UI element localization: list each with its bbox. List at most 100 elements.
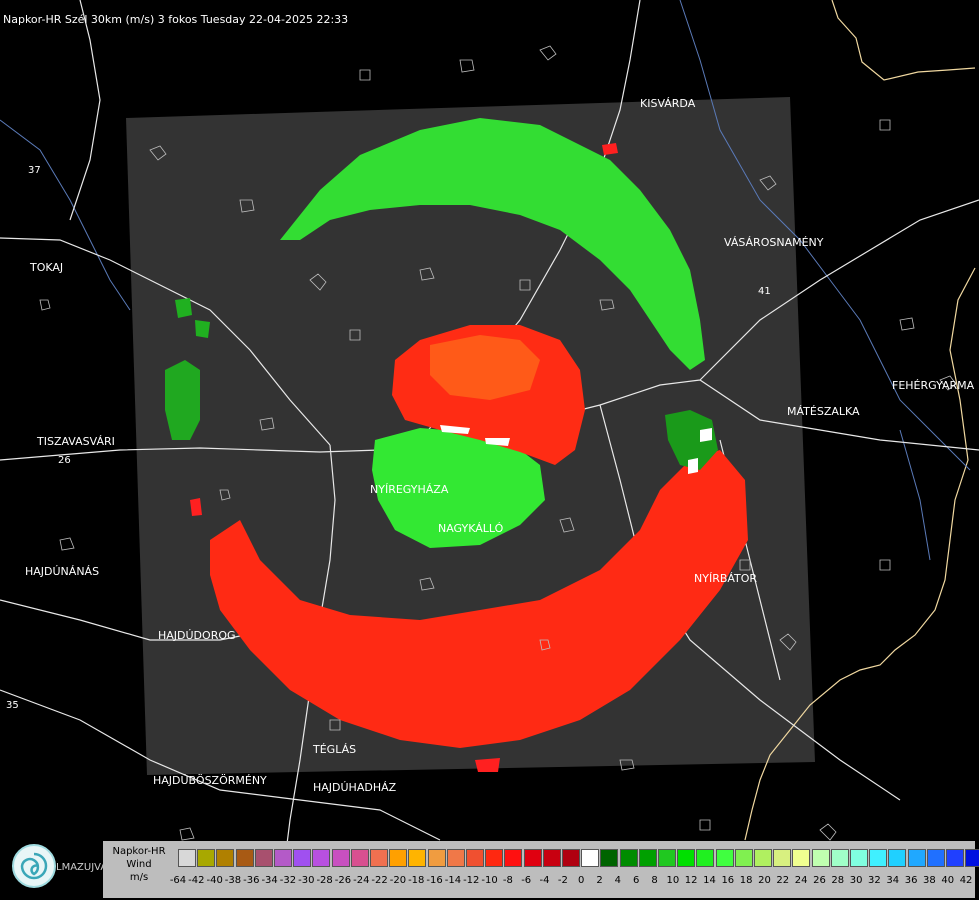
legend-swatch xyxy=(466,849,484,867)
place-label-tokaj: TOKAJ xyxy=(30,261,64,274)
country-border xyxy=(744,0,976,841)
legend-swatch xyxy=(293,849,312,867)
legend-tick-label: -16 xyxy=(426,875,443,886)
legend-swatch xyxy=(274,849,292,867)
legend-swatch xyxy=(658,849,676,867)
legend-title: Napkor-HR xyxy=(112,846,166,857)
legend-swatch xyxy=(715,849,734,867)
radar-echo-green-core xyxy=(372,428,545,548)
legend-tick-label: 14 xyxy=(703,875,716,886)
radar-echo-green-arc xyxy=(280,118,705,370)
radar-echo-green-west xyxy=(165,360,200,440)
place-label-fehergyarmat: FEHÉRGYARMA xyxy=(892,379,975,392)
legend-swatch xyxy=(888,849,907,867)
road-number-35: 35 xyxy=(6,700,19,711)
legend-swatch xyxy=(773,849,792,867)
legend-tick-label: 32 xyxy=(868,875,881,886)
legend-tick-label: 38 xyxy=(923,875,936,886)
place-label-mateszalka: MÁTÉSZALKA xyxy=(787,405,860,418)
legend-swatch xyxy=(811,849,830,867)
legend-swatch xyxy=(850,849,868,867)
map-title: Napkor-HR Szél 30km (m/s) 3 fokos Tuesda… xyxy=(3,13,349,26)
legend-tick-label: 0 xyxy=(578,875,585,886)
legend-tick-label: 40 xyxy=(941,875,955,886)
legend-swatch xyxy=(638,849,657,867)
legend-swatch xyxy=(946,849,964,867)
legend-swatch xyxy=(734,849,753,867)
legend-swatch xyxy=(907,849,926,867)
legend-swatch xyxy=(600,849,619,867)
place-label-vasarosnameny: VÁSÁROSNAMÉNY xyxy=(724,236,824,249)
legend-tick-label: -12 xyxy=(463,875,480,886)
legend-swatch xyxy=(197,849,216,867)
logo-text: LMAZUJVAR xyxy=(56,862,115,873)
legend-swatch xyxy=(178,849,196,867)
legend-swatch xyxy=(792,849,811,867)
legend-tick-label: -40 xyxy=(206,875,223,886)
legend-tick-label: -18 xyxy=(408,875,425,886)
legend-swatch xyxy=(619,849,638,867)
logo-swirl-icon xyxy=(12,844,56,888)
legend-tick-label: -30 xyxy=(298,875,315,886)
legend-tick-label: -2 xyxy=(557,875,568,886)
legend-tick-label: -22 xyxy=(371,875,388,886)
road-number-37: 37 xyxy=(28,165,41,176)
legend-swatch xyxy=(869,849,888,867)
legend-tick-label: 42 xyxy=(959,875,973,886)
legend-swatch xyxy=(754,849,772,867)
legend-swatch xyxy=(331,849,350,867)
legend-tick-label: -34 xyxy=(261,875,278,886)
place-label-nyiregyhaza: NYÍREGYHÁZA xyxy=(370,483,449,496)
place-label-hajduboszormeny: HAJDÚBÖSZÖRMÉNY xyxy=(153,774,267,787)
place-label-hajduhadhaz: HAJDÚHADHÁZ xyxy=(313,781,397,794)
road-number-26: 26 xyxy=(58,455,71,466)
legend-swatch xyxy=(216,849,235,867)
legend-swatch xyxy=(312,849,331,867)
legend-swatch xyxy=(350,849,369,867)
place-label-nyirbator: NYÍRBÁTOR xyxy=(694,572,758,585)
town-outlines xyxy=(39,45,957,841)
road-number-41: 41 xyxy=(758,286,771,297)
legend-tick-label: 4 xyxy=(614,875,622,886)
radar-echo-red-east xyxy=(665,410,718,470)
legend-swatch xyxy=(696,849,715,867)
place-label-hajdudorog: HAJDÚDOROG xyxy=(158,629,236,642)
legend-swatch xyxy=(370,849,388,867)
legend-tick-label: 18 xyxy=(739,875,753,886)
legend-tick-label: 8 xyxy=(651,875,658,886)
legend-tick-label: 30 xyxy=(849,875,863,886)
place-label-nagykallo: NAGYKÁLLÓ xyxy=(438,522,504,535)
legend-tick-label: 16 xyxy=(721,875,735,886)
legend-unit: m/s xyxy=(129,872,149,883)
legend-tick-label: 6 xyxy=(632,875,640,886)
legend-tick-label: -10 xyxy=(481,875,498,886)
river xyxy=(0,0,971,561)
place-label-kisvarda: KISVÁRDA xyxy=(640,97,696,110)
legend-tick-label: -42 xyxy=(188,875,205,886)
place-label-hajdunanas: HAJDÚNÁNÁS xyxy=(25,565,100,578)
legend-swatch xyxy=(235,849,254,867)
place-label-tiszavasvari: TISZAVASVÁRI xyxy=(37,435,115,448)
legend-tick-label: 22 xyxy=(776,875,790,886)
legend-swatch xyxy=(542,849,561,867)
wind-legend: Napkor-HR Wind m/s -64 -42 -40 -38 -36 -34 -32… xyxy=(103,841,979,898)
legend-swatch xyxy=(677,849,696,867)
legend-swatch xyxy=(446,849,465,867)
legend-tick-label: 34 xyxy=(886,875,900,886)
legend-tick-label: -28 xyxy=(316,875,333,886)
radar-echo-red-core-highlight xyxy=(430,335,540,400)
legend-tick-label: -36 xyxy=(243,875,260,886)
legend-tick-label: 20 xyxy=(758,875,771,886)
legend-swatch xyxy=(965,849,979,867)
legend-tick-label: 28 xyxy=(831,875,845,886)
radar-echo-red-arc xyxy=(210,450,748,748)
legend-tick-label: -32 xyxy=(279,875,297,886)
legend-tick-label: 26 xyxy=(813,875,826,886)
legend-swatch xyxy=(830,849,849,867)
legend-swatch xyxy=(523,849,542,867)
legend-tick-label: -26 xyxy=(334,875,352,886)
legend-swatch xyxy=(504,849,523,867)
legend-tick-label: -24 xyxy=(353,875,370,886)
legend-variable: Wind xyxy=(126,859,152,870)
